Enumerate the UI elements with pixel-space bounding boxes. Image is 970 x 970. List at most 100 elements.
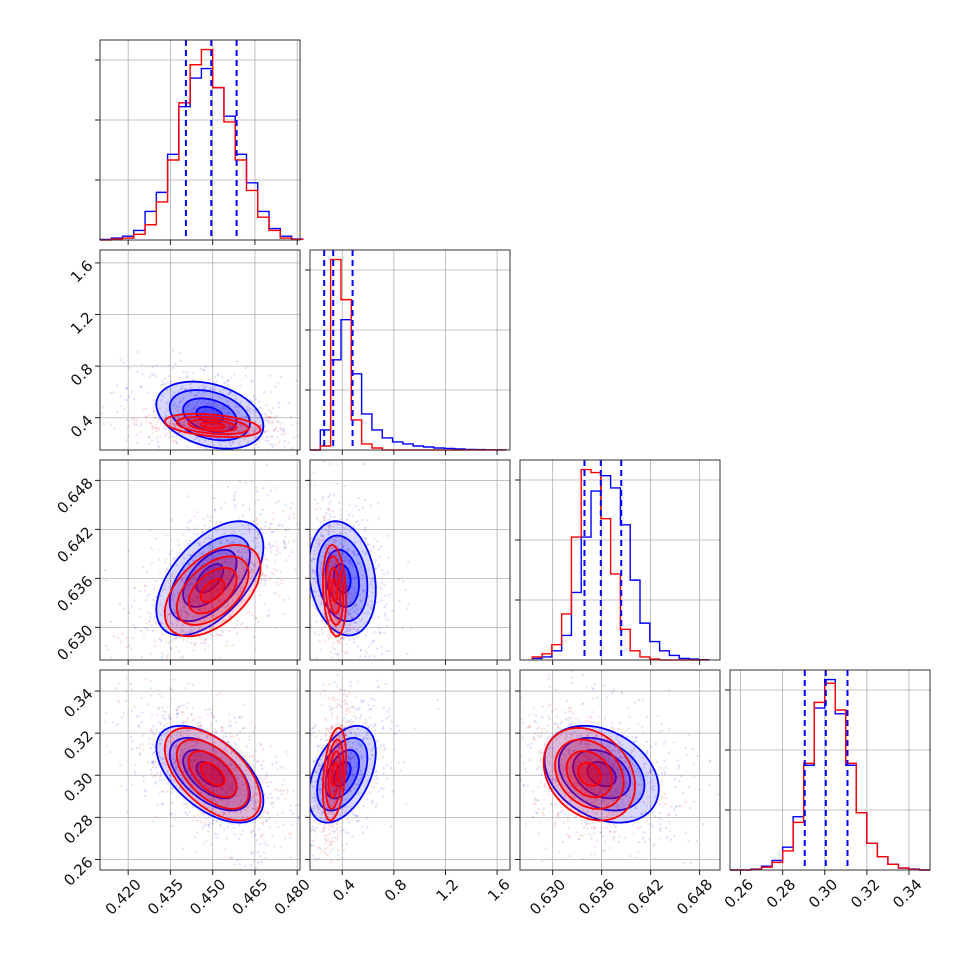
contour-red — [322, 726, 347, 822]
contour-red — [199, 761, 226, 787]
density-fill-red — [566, 751, 613, 798]
density-fill-blue — [544, 725, 659, 823]
x-tick-label: 0.630 — [526, 875, 569, 918]
contour-blue — [572, 749, 632, 800]
panel-frame — [99, 39, 301, 241]
contour-red — [565, 750, 614, 799]
x-tick-label: 0.4 — [329, 875, 359, 905]
y-tick-label: 0.630 — [53, 621, 96, 664]
density-fill-red — [200, 762, 225, 786]
contour-red — [199, 421, 226, 430]
density-fill-blue — [196, 564, 224, 593]
contour-red — [163, 413, 262, 438]
density-fill-red — [188, 751, 237, 798]
y-tick-label: 0.32 — [60, 727, 96, 763]
x-tick-label: 0.465 — [228, 875, 271, 918]
contour-blue — [168, 389, 251, 442]
density-fill-blue — [156, 725, 264, 823]
pair-panel-2-0 — [99, 459, 301, 661]
density-fill-red — [188, 567, 237, 614]
x-tick-label: 0.642 — [624, 875, 667, 918]
pair-panel-3-1 — [309, 669, 511, 871]
x-tick-label: 0.420 — [102, 875, 145, 918]
contour-red — [175, 738, 250, 810]
panel-frame — [729, 669, 931, 871]
contour-red — [199, 578, 226, 603]
contour-red — [322, 543, 347, 638]
contour-blue — [557, 737, 646, 812]
contour-red — [163, 543, 262, 638]
pair-panel-3-2 — [519, 669, 721, 871]
density-fill-red — [176, 739, 249, 809]
density-fill-red — [176, 556, 249, 625]
panel-frame — [519, 669, 721, 871]
x-tick-label: 0.648 — [673, 875, 716, 918]
contour-blue — [168, 534, 251, 623]
density-fill-red — [164, 413, 261, 438]
y-tick-label: 1.6 — [67, 257, 97, 287]
histogram-red — [100, 48, 304, 241]
y-tick-label: 1.2 — [67, 308, 97, 338]
histogram-red — [730, 682, 930, 871]
y-tick-label: 0.26 — [60, 853, 96, 889]
histogram-blue — [531, 474, 710, 661]
marginal-panel-3 — [725, 669, 931, 871]
x-tick-label: 0.450 — [186, 875, 229, 918]
density-fill-blue — [183, 750, 237, 799]
density-fill-red — [322, 727, 347, 821]
contour-red — [330, 578, 339, 603]
contour-blue — [310, 724, 377, 824]
marginal-panel-2 — [515, 459, 721, 661]
contour-red — [577, 761, 602, 787]
density-fill-red — [164, 727, 261, 821]
contour-red — [175, 415, 250, 436]
y-tick-label: 0.648 — [53, 474, 96, 517]
marginal-panel-1 — [305, 249, 511, 451]
density-fill-blue — [156, 521, 264, 636]
density-fill-red — [328, 567, 341, 614]
histogram-blue — [99, 67, 304, 241]
y-tick-label: 0.30 — [60, 769, 96, 805]
x-tick-label: 0.28 — [763, 875, 799, 911]
x-tick-label: 1.6 — [484, 875, 514, 905]
contour-blue — [155, 520, 265, 637]
contour-red — [187, 566, 238, 615]
x-tick-label: 0.435 — [144, 875, 187, 918]
x-tick-label: 0.8 — [381, 875, 411, 905]
density-fill-red — [555, 739, 624, 809]
histogram-blue — [310, 318, 507, 451]
x-tick-label: 0.34 — [889, 875, 925, 911]
contour-red — [175, 555, 250, 626]
pair-panel-3-0 — [99, 669, 301, 871]
density-fill-red — [543, 727, 636, 821]
panel-frame — [309, 669, 511, 871]
scatter-blue — [310, 460, 413, 660]
contour-red — [187, 750, 238, 799]
x-tick-label: 0.30 — [805, 875, 841, 911]
density-fill-blue — [183, 549, 237, 607]
contour-blue — [316, 736, 369, 812]
contour-red — [327, 750, 342, 799]
y-tick-label: 0.642 — [53, 523, 96, 566]
contour-blue — [310, 520, 377, 637]
contour-red — [187, 418, 238, 433]
y-tick-label: 0.4 — [67, 412, 97, 442]
contour-blue — [195, 563, 225, 594]
panel-frame — [99, 459, 301, 661]
scatter-blue — [100, 463, 300, 660]
panel-frame — [99, 669, 301, 871]
pair-panel-1-0 — [99, 249, 301, 451]
contour-red — [324, 555, 345, 626]
contour-red — [330, 761, 339, 787]
panel-frame — [309, 249, 511, 451]
y-tick-label: 0.8 — [67, 360, 97, 390]
panel-frame — [519, 459, 721, 661]
density-fill-red — [578, 762, 601, 786]
marginal-panel-0 — [95, 39, 304, 241]
x-tick-label: 1.2 — [433, 875, 463, 905]
y-tick-label: 0.636 — [53, 572, 96, 615]
contour-blue — [155, 380, 265, 450]
density-fill-red — [164, 544, 261, 637]
x-tick-label: 0.636 — [575, 875, 618, 918]
x-tick-label: 0.26 — [721, 875, 757, 911]
